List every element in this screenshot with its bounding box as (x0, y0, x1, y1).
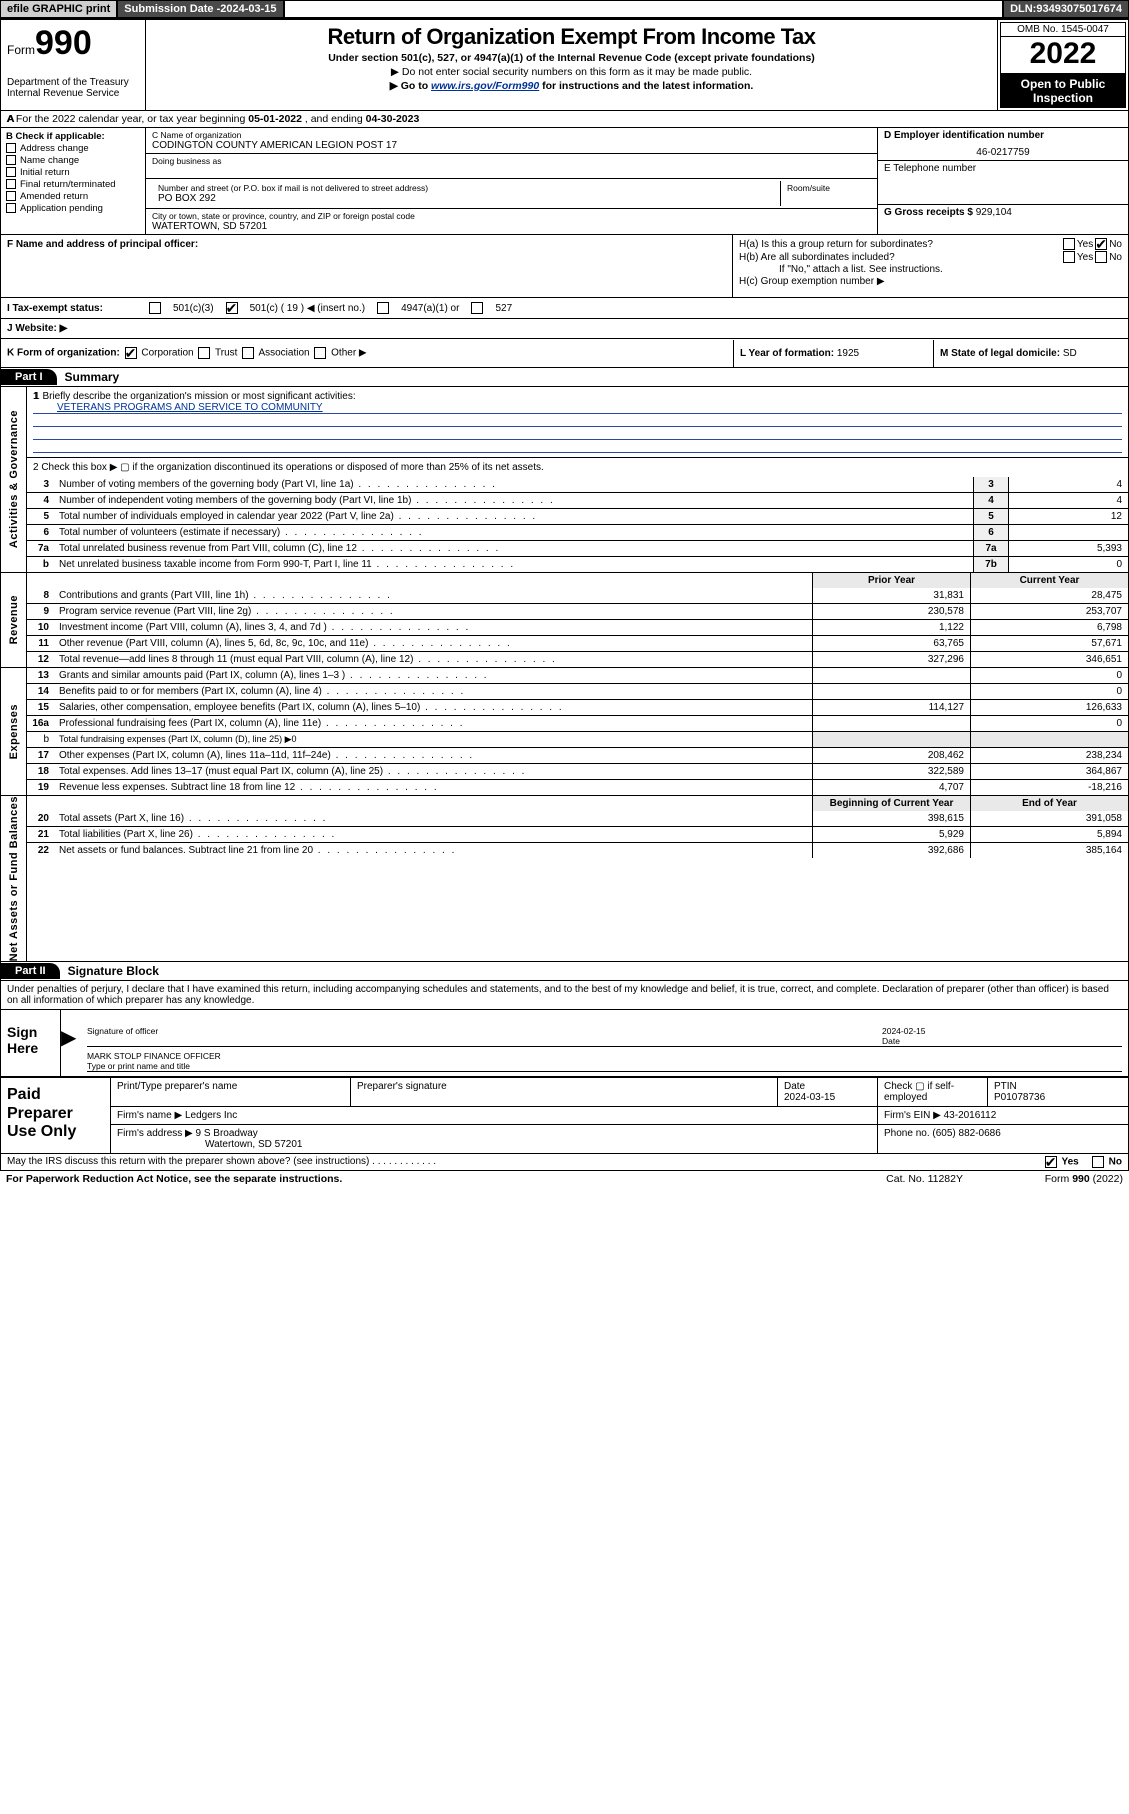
i-row: I Tax-exempt status: 501(c)(3) 501(c) ( … (0, 298, 1129, 319)
may-discuss-row: May the IRS discuss this return with the… (0, 1154, 1129, 1171)
hb-yes[interactable] (1063, 251, 1075, 263)
g-label: G Gross receipts $ (884, 207, 973, 218)
check-name-change[interactable] (6, 155, 16, 165)
irs-label: Internal Revenue Service (7, 88, 139, 99)
pp-sig-label: Preparer's signature (351, 1078, 778, 1106)
officer-name: MARK STOLP FINANCE OFFICER (87, 1051, 1122, 1061)
sig-officer-label: Signature of officer (87, 1024, 882, 1046)
dept-treasury: Department of the Treasury (7, 77, 139, 88)
efile-label: efile GRAPHIC print (0, 0, 117, 18)
i-501c[interactable] (226, 302, 238, 314)
signature-block: Under penalties of perjury, I declare th… (0, 981, 1129, 1154)
i-501c3[interactable] (149, 302, 161, 314)
part-i-header: Part I Summary (0, 368, 1129, 387)
firm-phone: (605) 882-0686 (932, 1128, 1000, 1139)
i-527[interactable] (471, 302, 483, 314)
section-h: H(a) Is this a group return for subordin… (733, 235, 1128, 297)
k-label: K Form of organization: (7, 348, 120, 359)
form-header: Form990 Department of the Treasury Inter… (0, 19, 1129, 111)
k-other[interactable] (314, 347, 326, 359)
sig-date: 2024-02-15 (882, 1026, 925, 1036)
may-no[interactable] (1092, 1156, 1104, 1168)
goto-link-line: ▶ Go to www.irs.gov/Form990 for instruct… (152, 80, 991, 92)
city: WATERTOWN, SD 57201 (152, 221, 871, 232)
dln: DLN: 93493075017674 (1003, 0, 1129, 18)
tax-year: 2022 (1000, 37, 1126, 74)
top-bar: efile GRAPHIC print Submission Date - 20… (0, 0, 1129, 19)
submission-date: Submission Date - 2024-03-15 (117, 0, 283, 18)
ein: 46-0217759 (884, 147, 1122, 158)
pp-name-label: Print/Type preparer's name (111, 1078, 351, 1106)
e-label: E Telephone number (884, 163, 976, 174)
street-label: Number and street (or P.O. box if mail i… (158, 183, 774, 193)
topbar-spacer (284, 0, 1004, 18)
hb-no[interactable] (1095, 251, 1107, 263)
j-row: J Website: ▶ (0, 319, 1129, 339)
net-assets-section: Net Assets or Fund Balances Beginning of… (0, 796, 1129, 962)
end-year-hdr: End of Year (970, 796, 1128, 811)
irs-link[interactable]: www.irs.gov/Form990 (431, 80, 539, 92)
domicile: SD (1063, 348, 1077, 359)
org-name: CODINGTON COUNTY AMERICAN LEGION POST 17 (152, 140, 871, 151)
city-label: City or town, state or province, country… (152, 211, 871, 221)
k-assoc[interactable] (242, 347, 254, 359)
footer-line: For Paperwork Reduction Act Notice, see … (0, 1171, 1129, 1187)
c-name-label: C Name of organization (152, 130, 871, 140)
pp-date: 2024-03-15 (784, 1092, 835, 1103)
header-grid: B Check if applicable: Address change Na… (0, 128, 1129, 235)
ssn-note: ▶ Do not enter social security numbers o… (152, 66, 991, 78)
firm-name: Ledgers Inc (185, 1110, 237, 1121)
section-b: B Check if applicable: Address change Na… (1, 128, 146, 234)
dba-label: Doing business as (152, 156, 871, 166)
i-4947[interactable] (377, 302, 389, 314)
current-year-hdr: Current Year (970, 573, 1128, 588)
pp-check[interactable]: Check ▢ if self-employed (878, 1078, 988, 1106)
form-number: Form990 (7, 24, 139, 63)
arrow-icon: ▶ (61, 1010, 81, 1076)
b-title: B Check if applicable: (6, 131, 105, 142)
perjury-statement: Under penalties of perjury, I declare th… (1, 981, 1128, 1010)
sign-here-label: Sign Here (1, 1010, 61, 1076)
year-formation: 1925 (837, 348, 859, 359)
room-suite-label: Room/suite (781, 181, 871, 206)
k-corp[interactable] (125, 347, 137, 359)
ha-no[interactable] (1095, 238, 1107, 250)
revenue-section: Revenue Prior Year Current Year 8Contrib… (0, 573, 1129, 668)
begin-year-hdr: Beginning of Current Year (812, 796, 970, 811)
section-f: F Name and address of principal officer: (1, 235, 733, 297)
open-to-public: Open to PublicInspection (1000, 74, 1126, 108)
prior-year-hdr: Prior Year (812, 573, 970, 588)
form-title: Return of Organization Exempt From Incom… (152, 24, 991, 50)
street: PO BOX 292 (158, 193, 774, 204)
expenses-section: Expenses 13Grants and similar amounts pa… (0, 668, 1129, 796)
part-ii-header: Part II Signature Block (0, 962, 1129, 981)
ha-yes[interactable] (1063, 238, 1075, 250)
k-trust[interactable] (198, 347, 210, 359)
paid-preparer-label: Paid Preparer Use Only (1, 1078, 111, 1153)
fh-row: F Name and address of principal officer:… (0, 235, 1129, 298)
tax-period: AA For the 2022 calendar year, or tax ye… (0, 111, 1129, 128)
section-de: D Employer identification number 46-0217… (878, 128, 1128, 234)
gross-receipts: 929,104 (976, 207, 1012, 218)
omb-number: OMB No. 1545-0047 (1000, 22, 1126, 37)
check-address-change[interactable] (6, 143, 16, 153)
firm-ein: 43-2016112 (944, 1110, 997, 1121)
check-final-return[interactable] (6, 179, 16, 189)
activities-governance: Activities & Governance 1 1 Briefly desc… (0, 387, 1129, 573)
check-app-pending[interactable] (6, 203, 16, 213)
form-subtitle: Under section 501(c), 527, or 4947(a)(1)… (152, 52, 991, 64)
d-label: D Employer identification number (884, 130, 1044, 141)
firm-addr: 9 S Broadway (196, 1128, 258, 1139)
ptin: P01078736 (994, 1092, 1045, 1103)
line-1: 1 1 Briefly describe the organization's … (33, 391, 1122, 402)
section-c: C Name of organization CODINGTON COUNTY … (146, 128, 878, 234)
check-initial-return[interactable] (6, 167, 16, 177)
line-2: 2 Check this box ▶ ▢ if the organization… (27, 457, 1128, 477)
klm-row: K Form of organization: Corporation Trus… (0, 339, 1129, 368)
may-yes[interactable] (1045, 1156, 1057, 1168)
mission-link[interactable]: VETERANS PROGRAMS AND SERVICE TO COMMUNI… (57, 402, 323, 413)
cat-no: Cat. No. 11282Y (886, 1173, 963, 1185)
i-label: I Tax-exempt status: (7, 303, 137, 314)
check-amended[interactable] (6, 191, 16, 201)
